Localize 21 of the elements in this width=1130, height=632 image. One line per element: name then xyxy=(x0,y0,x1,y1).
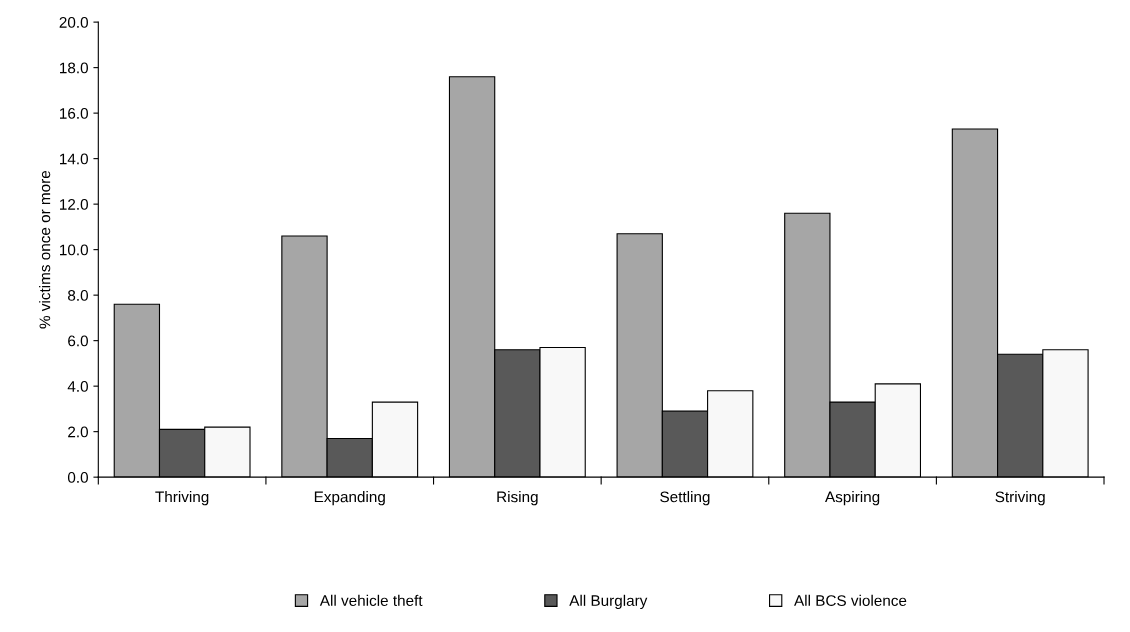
y-tick-label: 20.0 xyxy=(59,16,88,28)
y-tick-label: 0.0 xyxy=(67,472,88,483)
y-tick-label: 16.0 xyxy=(60,108,88,119)
x-tick-label: Aspiring xyxy=(825,491,880,506)
y-tick-label: 14.0 xyxy=(60,153,88,165)
x-tick-label: Rising xyxy=(497,491,538,506)
x-tick-label: Thriving xyxy=(155,491,209,506)
x-tick-label: Striving xyxy=(995,491,1045,506)
x-tick-label: Settling xyxy=(660,491,710,506)
legend-label: All Burglary xyxy=(569,594,648,610)
y-tick-label: 4.0 xyxy=(67,381,88,392)
y-tick-label: 2.0 xyxy=(68,426,88,438)
y-tick-label: 18.0 xyxy=(60,62,88,74)
x-tick-label: Expanding xyxy=(314,491,385,506)
y-tick-label: 10.0 xyxy=(60,244,88,256)
legend-label: All vehicle theft xyxy=(319,594,423,606)
y-tick-label: 12.0 xyxy=(60,199,88,210)
y-tick-label: 6.0 xyxy=(68,335,88,347)
legend-label: All BCS violence xyxy=(794,594,907,606)
y-tick-label: 8.0 xyxy=(68,290,88,301)
y-axis-title: % victims once or more xyxy=(39,170,51,329)
